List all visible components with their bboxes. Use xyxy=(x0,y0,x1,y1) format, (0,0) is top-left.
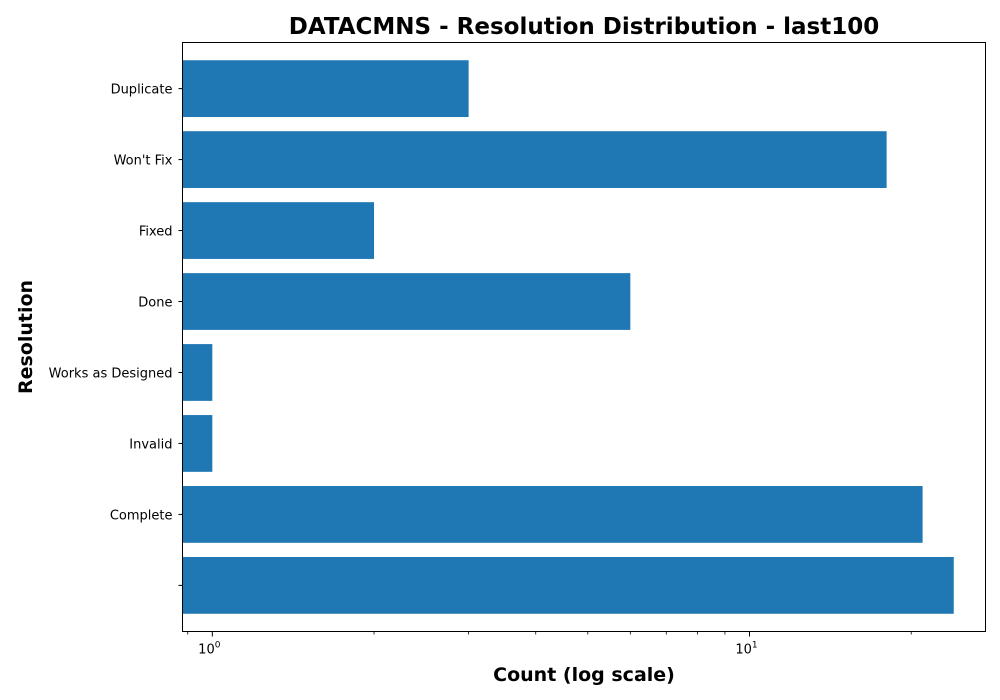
bars-group xyxy=(182,60,954,614)
y-tick-label-won-t-fix: Won't Fix xyxy=(114,154,173,169)
x-axis-label: Count (log scale) xyxy=(493,664,675,686)
y-tick-label-works-as-designed: Works as Designed xyxy=(49,366,173,381)
y-axis-label: Resolution xyxy=(15,280,37,394)
y-tick-label-done: Done xyxy=(138,296,172,311)
bar-invalid xyxy=(182,415,213,472)
bar-won-t-fix xyxy=(182,131,887,188)
y-tick-label-duplicate: Duplicate xyxy=(111,83,173,98)
x-tick-label: 101 xyxy=(735,641,757,658)
bar-blank xyxy=(182,556,954,614)
x-ticks-group: 100 101 xyxy=(187,631,912,658)
y-tick-label-invalid: Invalid xyxy=(129,437,172,452)
bar-fixed xyxy=(182,202,375,259)
plot-frame xyxy=(182,42,986,632)
bar-complete xyxy=(182,486,923,543)
x-tick-label: 100 xyxy=(198,641,221,658)
y-tick-label-fixed: Fixed xyxy=(139,225,173,240)
y-ticks-group: Complete Invalid Works as Designed Done Fixe… xyxy=(49,83,183,586)
bar-duplicate xyxy=(182,60,469,118)
y-tick-label-complete: Complete xyxy=(110,508,173,523)
bar-done xyxy=(182,273,631,330)
bar-works-as-designed xyxy=(182,344,213,401)
chart-title: DATACMNS - Resolution Distribution - las… xyxy=(289,14,880,40)
